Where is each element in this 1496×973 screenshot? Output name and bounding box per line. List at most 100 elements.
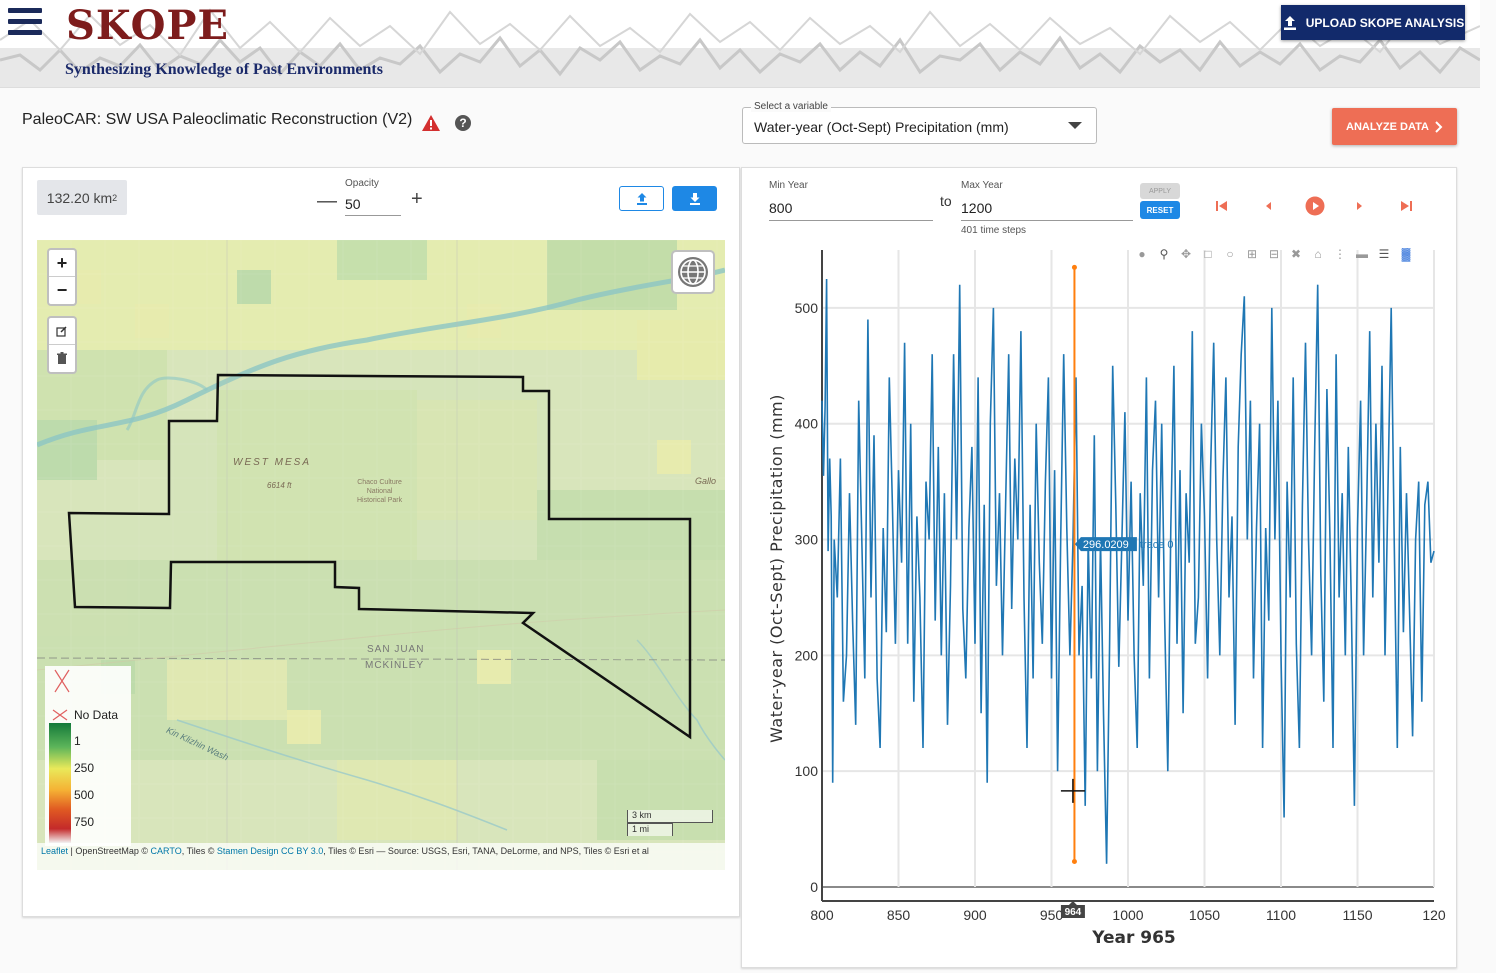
last-step-button[interactable] (1395, 195, 1417, 217)
chart-canvas: 0 100 200 300 400 500 800 850 900 950 1000 1050 1100… (767, 250, 1446, 948)
pan-icon[interactable]: ✥ (1180, 247, 1192, 261)
x-tick-label: 800 (810, 907, 834, 923)
chart-modebar: ● ⚲ ✥ □ ○ ⊞ ⊟ ✖ ⌂ ⋮ ▬ ☰ ▓ (1134, 246, 1414, 262)
header-background-graph (0, 8, 1480, 87)
map-label-elevation: 6614 ft (267, 481, 292, 490)
to-label: to (940, 193, 952, 209)
app-brand[interactable]: SKOPE (66, 2, 229, 49)
globe-icon (678, 257, 708, 287)
x-tick-label: 1000 (1112, 907, 1143, 923)
upload-icon (636, 192, 647, 205)
zoom-icon[interactable]: ⚲ (1159, 247, 1169, 261)
hover-x-label: 964 (1065, 907, 1082, 918)
apply-button[interactable]: APPLY (1140, 183, 1180, 199)
zoom-out-button[interactable]: − (56, 280, 68, 300)
map-label-county-1: SAN JUAN (367, 644, 425, 655)
legend-tick: 500 (74, 788, 95, 802)
hover-trace-name: trace 0 (1140, 539, 1174, 551)
previous-step-button[interactable] (1257, 195, 1279, 217)
next-step-button[interactable] (1349, 195, 1371, 217)
plotly-logo-icon[interactable]: ▓ (1401, 247, 1411, 261)
upload-geometry-button[interactable] (619, 186, 664, 211)
map-tiles (37, 240, 725, 870)
edit-icon[interactable] (49, 318, 75, 345)
year-cursor-top-marker (1071, 264, 1077, 270)
attrib-osm: | OpenStreetMap © (68, 846, 151, 856)
spike-lines-icon[interactable]: ⋮ (1334, 247, 1346, 261)
variable-select[interactable]: Select a variable Water-year (Oct-Sept) … (742, 101, 1097, 144)
park-line-2: National (366, 488, 393, 495)
opacity-decrease-button[interactable]: — (317, 190, 337, 212)
min-year-input[interactable] (769, 195, 933, 221)
map-attribution: Leaflet | OpenStreetMap © CARTO, Tiles ©… (37, 843, 725, 870)
x-tick-label: 1050 (1189, 907, 1220, 923)
precipitation-chart[interactable]: ● ⚲ ✥ □ ○ ⊞ ⊟ ✖ ⌂ ⋮ ▬ ☰ ▓ 0 100 200 300 400 5… (742, 240, 1458, 968)
map-panel: 132.20 km2 Opacity — + (22, 167, 740, 917)
download-icon (689, 192, 700, 205)
upload-skope-label: UPLOAD SKOPE ANALYSIS (1305, 15, 1465, 30)
analyze-data-label: ANALYZE DATA (1346, 120, 1429, 133)
opacity-increase-button[interactable]: + (411, 188, 423, 210)
year-cursor-bottom-marker (1071, 859, 1077, 865)
legend-tick: 1 (74, 734, 81, 748)
hover-closest-icon[interactable]: ▬ (1356, 247, 1368, 261)
box-select-icon[interactable]: □ (1204, 247, 1212, 261)
legend-no-data: No Data (74, 708, 119, 722)
area-badge: 132.20 km 2 (37, 180, 127, 215)
variable-select-label: Select a variable (751, 101, 831, 112)
variable-select-value: Water-year (Oct-Sept) Precipitation (mm) (754, 119, 1009, 135)
time-steps-count: 401 time steps (961, 225, 1027, 236)
y-axis-label: Water-year (Oct-Sept) Precipitation (mm) (767, 394, 786, 743)
upload-skope-analysis-button[interactable]: UPLOAD SKOPE ANALYSIS (1281, 5, 1465, 40)
trash-icon[interactable] (49, 345, 75, 372)
home-icon[interactable]: ⌂ (1314, 247, 1322, 261)
hover-label-box (1074, 537, 1137, 552)
attrib-tiles: , Tiles © (181, 846, 217, 856)
play-icon (1305, 196, 1325, 216)
hover-compare-icon[interactable]: ☰ (1378, 247, 1390, 261)
ccby-link[interactable]: CC BY 3.0 (280, 846, 324, 856)
map-legend: No Data 1 250 500 750 (45, 666, 131, 846)
chevron-right-icon (1435, 120, 1443, 133)
reset-button[interactable]: RESET (1140, 201, 1180, 219)
app-subtitle: Synthesizing Knowledge of Past Environme… (65, 61, 383, 78)
map-label-west-mesa: WEST MESA (233, 457, 312, 468)
no-data-icon (52, 709, 68, 721)
park-line-3: Historical Park (357, 497, 403, 504)
max-year-label: Max Year (961, 180, 1003, 191)
warning-icon[interactable] (421, 114, 441, 132)
stamen-link[interactable]: Stamen Design (216, 846, 279, 856)
menu-icon[interactable] (8, 8, 42, 36)
autoscale-icon[interactable]: ✖ (1290, 247, 1302, 261)
app-header: SKOPE Synthesizing Knowledge of Past Env… (0, 0, 1480, 88)
zoom-out-icon[interactable]: ⊟ (1268, 247, 1280, 261)
chevron-down-icon (1068, 122, 1082, 129)
zoom-in-icon[interactable]: ⊞ (1246, 247, 1258, 261)
y-tick-label: 500 (795, 300, 819, 316)
step-back-icon (1266, 202, 1271, 210)
zoom-in-button[interactable]: + (49, 250, 75, 277)
crosshair-cursor (1060, 778, 1085, 803)
max-year-input[interactable] (961, 195, 1133, 221)
lasso-icon[interactable]: ○ (1226, 247, 1234, 261)
help-icon[interactable]: ? (455, 115, 471, 131)
skip-first-icon (1216, 201, 1227, 211)
legend-tick: 250 (74, 761, 95, 775)
download-geometry-button[interactable] (672, 186, 717, 211)
layers-control[interactable] (671, 250, 715, 294)
x-tick-label: 1150 (1342, 907, 1372, 923)
scale-mi: 1 mi (627, 823, 673, 836)
opacity-input[interactable] (345, 192, 401, 216)
play-button[interactable] (1304, 195, 1326, 217)
map-label-county-2: MCKINLEY (365, 660, 425, 671)
area-value: 132.20 km (46, 189, 113, 206)
leaflet-link[interactable]: Leaflet (41, 846, 69, 856)
park-line-1: Chaco Culture (357, 479, 402, 486)
first-step-button[interactable] (1211, 195, 1233, 217)
skip-last-icon (1401, 201, 1412, 211)
analyze-data-button[interactable]: ANALYZE DATA (1332, 108, 1457, 145)
carto-link[interactable]: CARTO (150, 846, 182, 856)
camera-icon[interactable]: ● (1138, 247, 1146, 261)
map-view[interactable]: WEST MESA 6614 ft Chaco Culture National… (37, 240, 725, 870)
y-tick-label: 200 (795, 647, 819, 663)
